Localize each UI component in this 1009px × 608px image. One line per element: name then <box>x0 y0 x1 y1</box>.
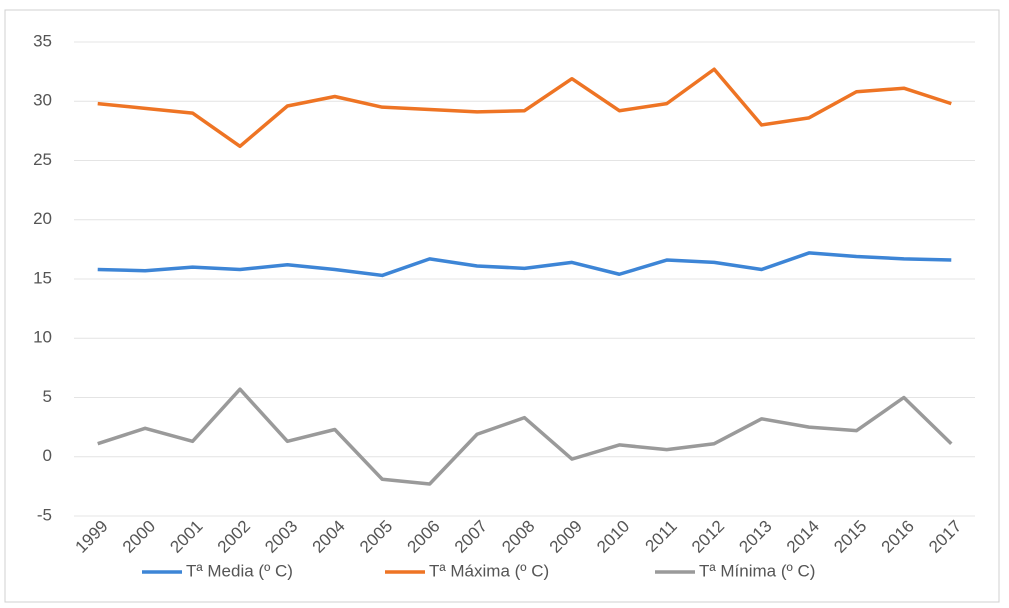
y-tick-label: 15 <box>33 268 52 287</box>
legend-label: Tª Máxima (º C) <box>429 561 549 580</box>
y-tick-label: 10 <box>33 328 52 347</box>
y-tick-label: 20 <box>33 209 52 228</box>
line-series <box>97 387 953 486</box>
legend-label: Tª Media (º C) <box>186 561 293 580</box>
line-series <box>97 67 952 149</box>
legend-label: Tª Mínima (º C) <box>699 561 815 580</box>
chart-border <box>4 9 1000 603</box>
y-tick-label: 30 <box>33 91 52 110</box>
y-tick-label: -5 <box>37 505 52 524</box>
y-tick-label: 25 <box>33 150 52 169</box>
line-series <box>97 251 952 278</box>
y-tick-label: 0 <box>43 446 52 465</box>
y-tick-label: 5 <box>43 387 52 406</box>
y-tick-label: 35 <box>33 31 52 50</box>
